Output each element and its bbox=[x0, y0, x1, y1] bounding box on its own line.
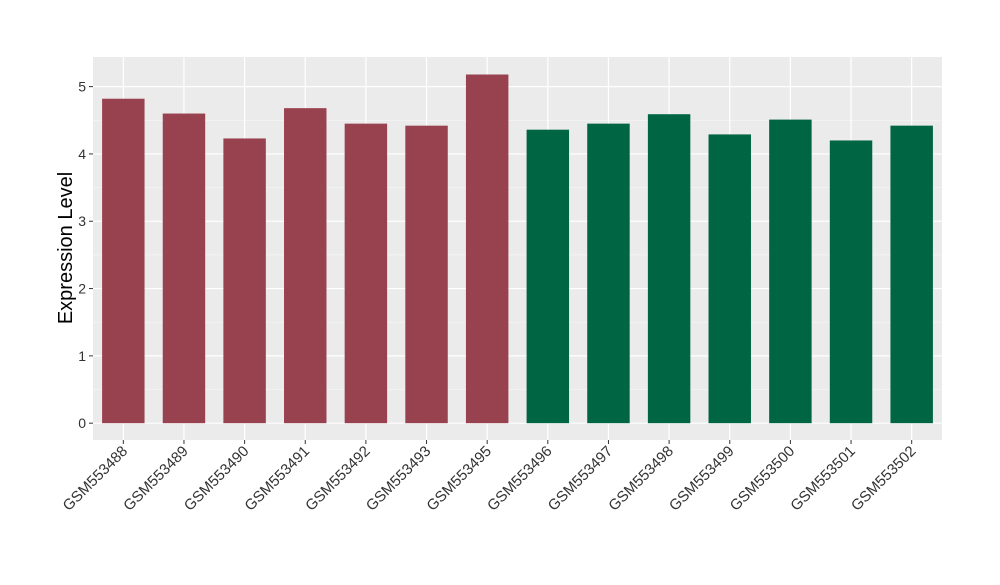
y-tick-label: 0 bbox=[78, 415, 86, 431]
bar-GSM553502 bbox=[890, 125, 933, 424]
bar-GSM553488 bbox=[102, 98, 145, 424]
bar-GSM553498 bbox=[647, 114, 691, 424]
y-tick-label: 1 bbox=[78, 348, 86, 364]
bar-GSM553490 bbox=[223, 138, 266, 424]
bar-GSM553489 bbox=[162, 113, 206, 424]
y-tick-label: 5 bbox=[78, 79, 86, 95]
bar-GSM553499 bbox=[708, 134, 751, 424]
y-tick-label: 3 bbox=[78, 213, 86, 229]
bar-GSM553491 bbox=[284, 108, 327, 424]
bar-GSM553495 bbox=[465, 74, 509, 424]
y-tick-label: 4 bbox=[78, 146, 86, 162]
bar-GSM553493 bbox=[405, 125, 448, 424]
x-tick-label: GSM553502 bbox=[848, 443, 920, 515]
bar-GSM553497 bbox=[587, 123, 630, 424]
bar-GSM553492 bbox=[344, 123, 388, 424]
plot-panel bbox=[93, 57, 942, 440]
y-tick-label: 2 bbox=[78, 281, 86, 297]
bar-GSM553501 bbox=[829, 140, 873, 424]
y-axis-label: Expression Level bbox=[55, 172, 77, 324]
bar-GSM553496 bbox=[526, 129, 570, 424]
bar-GSM553500 bbox=[769, 119, 812, 424]
